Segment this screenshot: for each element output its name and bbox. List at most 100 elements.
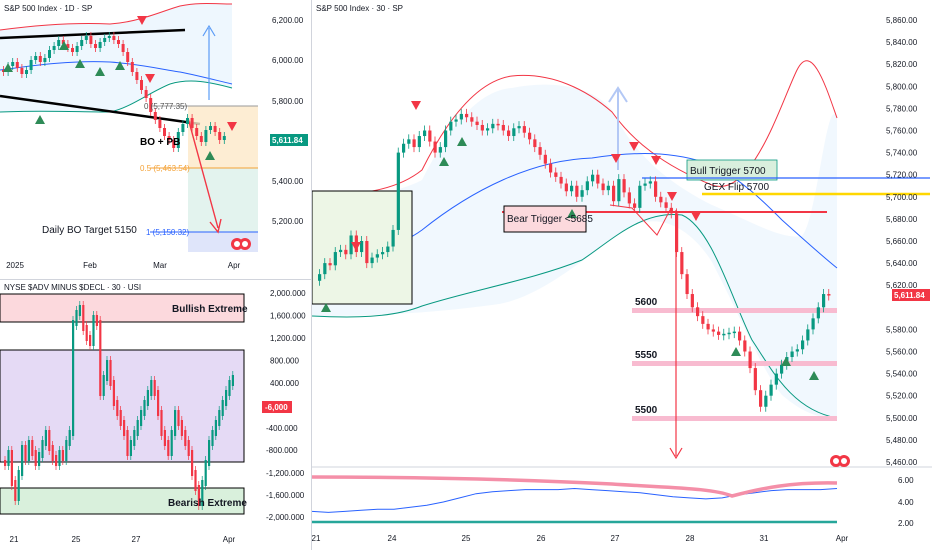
intraday-candle [638, 185, 642, 208]
adv-candle [211, 430, 214, 446]
adv-candle [51, 445, 54, 461]
intraday-buy-signal-icon [439, 157, 449, 166]
intraday-price-tick: 5,740.00 [886, 149, 918, 158]
intraday-candle [480, 124, 484, 131]
intraday-candle [475, 121, 479, 125]
adv-current-value-badge [262, 401, 292, 413]
adv-candle [218, 410, 221, 426]
daily-candle [172, 140, 176, 148]
adv-candle [119, 410, 122, 426]
daily-down-arrow-head [209, 218, 222, 234]
intraday-sell-signal-icon [629, 142, 639, 151]
daily-time-tick: Apr [228, 261, 241, 270]
intraday-candle [801, 340, 805, 350]
intraday-sell-signal-icon [411, 101, 421, 110]
intraday-candle [596, 174, 600, 184]
advance-decline-pane[interactable]: Bullish Extreme Bearish Extreme NYSE $AD… [0, 280, 312, 550]
daily-candle [149, 98, 153, 112]
daily-candle [20, 68, 24, 74]
adv-bearish-label: Bearish Extreme [168, 498, 247, 509]
intraday-candle [496, 123, 500, 126]
adv-candle [157, 390, 160, 416]
adv-value-tick: 800.000 [270, 357, 299, 366]
intraday-candle [543, 154, 547, 164]
daily-candle [209, 126, 212, 130]
daily-band-mid [0, 61, 233, 85]
level-5600-band [632, 308, 837, 313]
daily-candle [2, 70, 5, 72]
intraday-chart-pane[interactable]: Bull Trigger 5700 GEX Flip 5700 Bear Tri… [312, 0, 932, 550]
daily-candle [204, 130, 208, 142]
adv-candle [95, 315, 98, 326]
intraday-time-tick: 21 [312, 534, 321, 543]
intraday-flag-icon[interactable] [830, 455, 850, 467]
daily-candle [15, 62, 19, 68]
intraday-band-lower [312, 213, 838, 419]
intraday-price-tick: 5,760.00 [886, 127, 918, 136]
daily-candle [57, 40, 61, 46]
adv-candle [180, 420, 183, 436]
adv-candle [153, 380, 156, 396]
intraday-sell-signal-icon [611, 154, 621, 163]
daily-chart-pane[interactable]: 0 (5,777.35) BO + PB 0.5 (5,463.54) 1 (5… [0, 0, 312, 280]
daily-candle [84, 36, 88, 40]
intraday-candle [654, 181, 658, 197]
intraday-candle [806, 329, 810, 341]
intraday-candle [375, 254, 379, 258]
adv-candle [61, 450, 64, 461]
intraday-buy-signal-icon [457, 137, 467, 146]
intraday-candle [701, 316, 705, 324]
daily-candle [34, 56, 38, 60]
daily-trendline-lower[interactable] [0, 94, 201, 126]
intraday-candle [370, 257, 374, 264]
daily-sell-signal-icon [145, 74, 155, 83]
intraday-chart[interactable]: Bull Trigger 5700 GEX Flip 5700 Bear Tri… [312, 0, 932, 550]
intraday-candle [759, 390, 763, 407]
level-5500-band [632, 416, 837, 421]
daily-fib-1-label: 1 (5,150.32) [146, 228, 189, 237]
adv-value-tick: 400.000 [270, 379, 299, 388]
pane-divider-horizontal[interactable] [0, 279, 311, 280]
daily-candle [158, 120, 162, 128]
intraday-candle [412, 139, 416, 148]
adv-candle [150, 380, 153, 396]
daily-chart[interactable]: 0 (5,777.35) BO + PB 0.5 (5,463.54) 1 (5… [0, 0, 312, 280]
intraday-candle [617, 179, 621, 202]
adv-candle [4, 460, 7, 466]
intraday-time-tick: 27 [611, 534, 620, 543]
intraday-candle [465, 113, 469, 118]
daily-trendline-upper[interactable] [0, 28, 186, 40]
bear-trigger-label: Bear Trigger <5685 [507, 214, 593, 225]
level-5500-label: 5500 [635, 405, 658, 416]
intraday-candle [706, 323, 710, 330]
intraday-candle [570, 185, 574, 192]
daily-candle [71, 48, 74, 52]
intraday-price-tick: 5,560.00 [886, 348, 918, 357]
intraday-price-tick: 5,780.00 [886, 104, 918, 113]
intraday-candle [433, 141, 437, 153]
intraday-price-tick: 5,800.00 [886, 82, 918, 91]
intraday-candle [648, 181, 652, 184]
intraday-price-tick: 5,820.00 [886, 60, 918, 69]
daily-current-price-badge [270, 134, 308, 146]
adv-candle [7, 450, 10, 466]
intraday-candle [517, 126, 521, 129]
advance-decline-chart[interactable]: Bullish Extreme Bearish Extreme NYSE $AD… [0, 280, 312, 550]
adv-candle [187, 440, 190, 456]
intraday-candle [564, 183, 568, 192]
intraday-time-tick: 25 [462, 534, 471, 543]
daily-time-tick: Mar [153, 261, 167, 270]
daily-flag-icon[interactable] [231, 238, 251, 250]
intraday-candle [753, 368, 757, 391]
intraday-candle [538, 147, 542, 155]
oscillator-tick: 6.00 [898, 476, 914, 485]
adv-candle [27, 440, 30, 461]
intraday-candle [811, 318, 815, 330]
adv-candle [221, 400, 224, 416]
intraday-candle [675, 213, 679, 253]
adv-candle [197, 485, 200, 506]
adv-value-tick: -1,600.000 [266, 491, 305, 500]
adv-candle [136, 420, 139, 436]
daily-fib-05-label: 0.5 (5,463.54) [140, 164, 190, 173]
adv-candle [14, 480, 17, 501]
